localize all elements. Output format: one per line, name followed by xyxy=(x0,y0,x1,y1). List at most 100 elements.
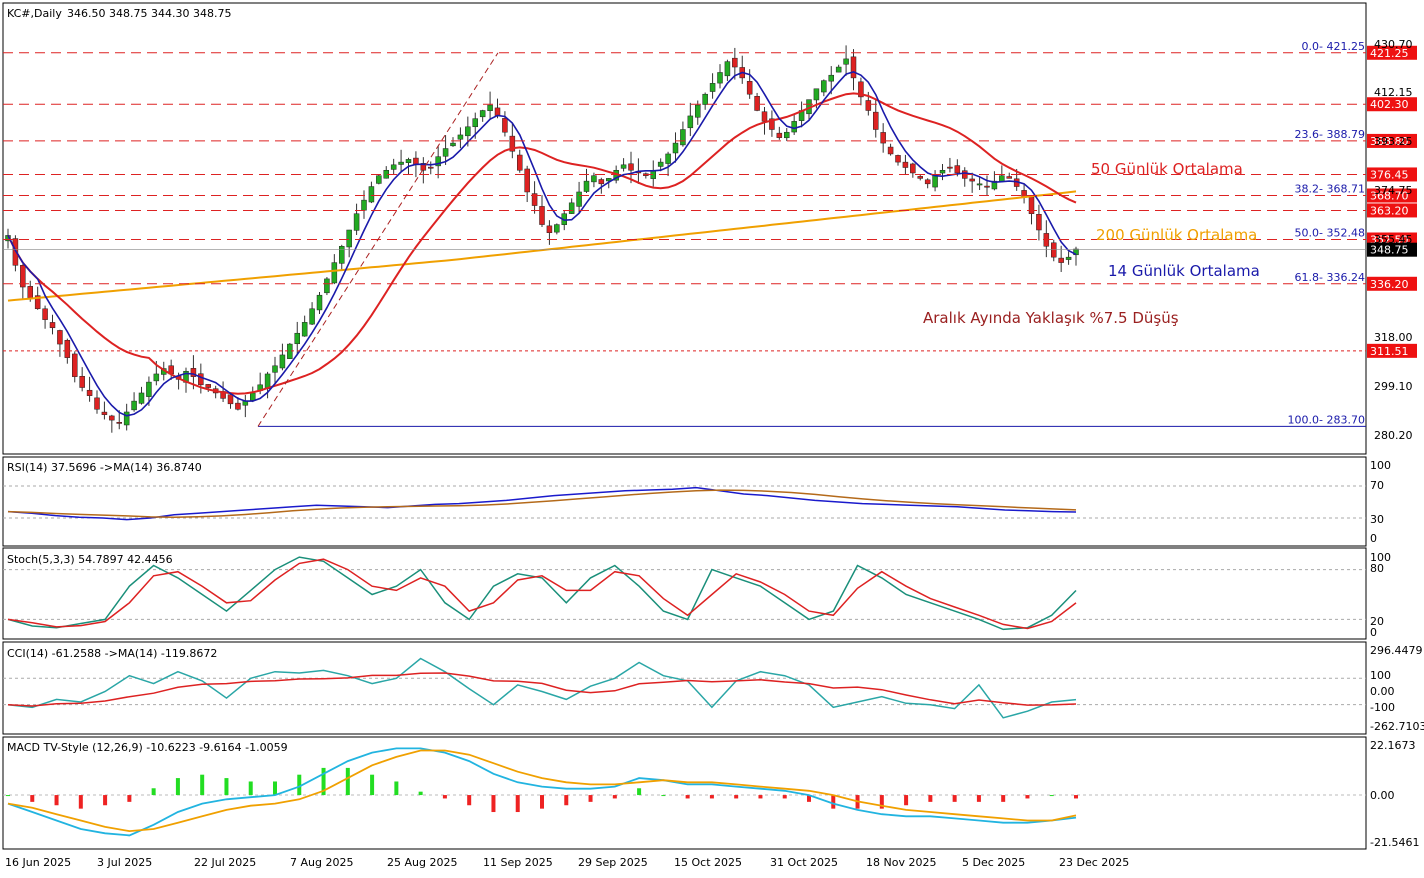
fib-label: 61.8- 336.24 xyxy=(1295,271,1365,284)
level-badge-label: 336.20 xyxy=(1370,278,1409,291)
cci-line xyxy=(7,657,1077,719)
cci-ma-line xyxy=(7,672,1077,707)
candle-body xyxy=(131,400,137,411)
candle-body xyxy=(279,354,286,369)
candle-body xyxy=(657,161,664,167)
candle-body xyxy=(709,83,716,92)
indicator-tick-label: 30 xyxy=(1370,513,1384,526)
price-tick-label: 299.10 xyxy=(1374,380,1413,393)
macd-histogram-bar xyxy=(127,795,132,802)
chart-symbol: KC#,Daily xyxy=(7,7,62,20)
candle-body xyxy=(116,422,122,424)
indicator-tick-label: 80 xyxy=(1370,562,1384,575)
candle-body xyxy=(969,178,975,182)
candle-body xyxy=(591,175,597,183)
candle-body xyxy=(457,134,464,140)
price-tick-label: 318.00 xyxy=(1374,331,1413,344)
macd-histogram-bar xyxy=(831,795,836,809)
candle-body xyxy=(895,155,901,163)
candle-body xyxy=(420,163,427,171)
level-badge xyxy=(1367,188,1417,203)
macd-histogram-bar xyxy=(879,795,884,809)
candle-body xyxy=(331,262,338,284)
candle-body xyxy=(287,343,293,359)
candle-body xyxy=(1058,257,1064,263)
candle-body xyxy=(947,166,953,169)
candle-body xyxy=(821,80,827,93)
level-badge xyxy=(1367,276,1417,291)
level-badge-label: 363.20 xyxy=(1370,204,1409,217)
candle-body xyxy=(198,373,204,386)
macd-histogram-bar xyxy=(709,795,714,799)
indicator-tick-label: 100 xyxy=(1370,669,1391,682)
macd-histogram-bar xyxy=(442,795,447,799)
candle-body xyxy=(835,66,842,73)
macd-histogram-bar xyxy=(564,795,569,806)
date-tick-label: 16 Jun 2025 xyxy=(5,856,71,869)
current-price-badge xyxy=(1367,242,1417,257)
candle-body xyxy=(568,202,575,214)
macd-histogram-bar xyxy=(224,778,229,796)
macd-histogram-bar xyxy=(200,774,205,796)
candle-body xyxy=(79,376,85,388)
candle-body xyxy=(1073,248,1079,256)
rsi-label: RSI(14) 37.5696 ->MA(14) 36.8740 xyxy=(7,461,202,474)
macd-histogram-bar xyxy=(6,795,10,797)
candle-body xyxy=(606,178,612,182)
candle-body xyxy=(732,57,738,68)
fib-label: 38.2- 368.71 xyxy=(1295,183,1365,196)
candle-body xyxy=(1036,214,1042,231)
candle-body xyxy=(761,111,768,122)
candle-body xyxy=(902,161,909,168)
candle-body xyxy=(583,180,590,192)
fib-base-label: 100.0- 283.70 xyxy=(1288,413,1365,426)
macd-histogram-bar xyxy=(394,781,399,796)
date-tick-label: 11 Sep 2025 xyxy=(483,856,553,869)
date-tick-label: 18 Nov 2025 xyxy=(866,856,936,869)
macd-line xyxy=(7,747,1077,837)
candle-body xyxy=(264,373,271,389)
candle-body xyxy=(502,118,508,133)
candle-body xyxy=(910,163,916,174)
level-badge-label: 368.70 xyxy=(1370,190,1409,203)
level-badge-label: 376.45 xyxy=(1370,168,1409,181)
axis-layer: 421.25402.30388.80376.45368.70363.20352.… xyxy=(5,38,1424,869)
candle-body xyxy=(190,368,197,377)
candle-body xyxy=(205,384,211,388)
candle-body xyxy=(976,183,983,186)
price-tick-label: 430.70 xyxy=(1374,38,1413,51)
candle-body xyxy=(316,294,323,311)
level-badge-label: 421.25 xyxy=(1370,47,1409,60)
macd-histogram-bar xyxy=(976,795,981,802)
macd-histogram-bar xyxy=(515,795,520,813)
date-tick-label: 5 Dec 2025 xyxy=(962,856,1025,869)
level-badge xyxy=(1367,45,1417,60)
candle-body xyxy=(153,373,160,382)
macd-histogram-bar xyxy=(928,795,933,802)
candle-body xyxy=(57,330,63,345)
indicator-tick-label: -21.5461 xyxy=(1370,836,1419,849)
level-badge xyxy=(1367,167,1417,182)
ma14-line xyxy=(7,71,1077,417)
indicator-layer xyxy=(3,485,1366,837)
macd-histogram-bar xyxy=(661,795,666,797)
macd-histogram-bar xyxy=(612,795,617,799)
candle-body xyxy=(628,163,634,171)
fib-label: 0.0- 421.25 xyxy=(1302,40,1365,53)
candle-body xyxy=(487,104,493,112)
candle-body xyxy=(695,104,701,118)
price-panel-frame xyxy=(2,2,1367,455)
candle-body xyxy=(954,165,961,174)
price-tick-label: 412.15 xyxy=(1374,86,1413,99)
date-tick-label: 22 Jul 2025 xyxy=(194,856,256,869)
candle-body xyxy=(791,121,797,133)
candle-body xyxy=(398,161,404,165)
candle-body xyxy=(917,176,923,179)
date-tick-label: 7 Aug 2025 xyxy=(290,856,353,869)
december-drop-annotation: Aralık Ayında Yaklaşık %7.5 Düşüş xyxy=(923,309,1179,327)
macd-histogram-bar xyxy=(904,795,909,806)
candle-body xyxy=(754,96,760,111)
ma14-annotation: 14 Günlük Ortalama xyxy=(1108,262,1260,280)
